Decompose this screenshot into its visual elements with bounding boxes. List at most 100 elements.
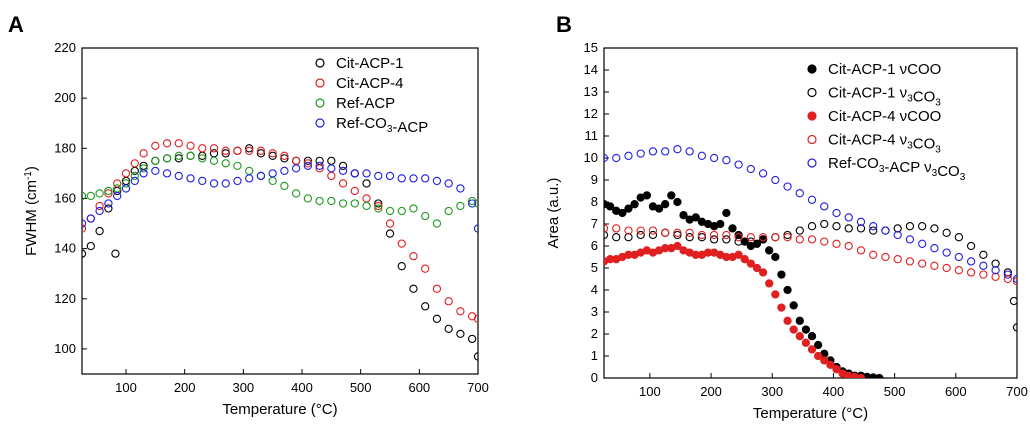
data-point: [256, 171, 266, 181]
data-point: [844, 224, 853, 233]
data-point: [350, 186, 359, 196]
data-point: [233, 146, 242, 155]
data-point: [648, 226, 658, 235]
data-point: [121, 179, 131, 188]
y-tick-label: 1: [591, 348, 598, 363]
data-point: [734, 160, 743, 169]
data-point: [1003, 274, 1012, 284]
data-point: [139, 164, 148, 173]
data-point: [174, 171, 183, 181]
data-point: [685, 228, 694, 237]
data-point: [771, 233, 780, 242]
data-point: [746, 259, 755, 268]
x-axis-title: Temperature (°C): [222, 401, 337, 418]
y-tick-label: 160: [54, 190, 76, 205]
data-point: [467, 199, 477, 208]
data-point: [95, 206, 104, 216]
data-point: [942, 248, 951, 257]
data-point: [444, 206, 453, 216]
data-point: [327, 171, 336, 181]
series-1: [82, 139, 478, 323]
data-point: [268, 169, 277, 178]
data-point: [966, 257, 976, 266]
data-point: [642, 191, 651, 200]
data-point: [856, 373, 866, 378]
data-point: [722, 235, 731, 244]
data-point: [679, 211, 688, 220]
data-point: [385, 219, 395, 228]
legend-marker: [807, 87, 817, 98]
data-point: [327, 164, 336, 173]
data-point: [758, 235, 768, 244]
y-tick-label: 220: [54, 40, 76, 55]
data-point: [432, 284, 442, 293]
data-point: [338, 199, 348, 208]
data-point: [456, 329, 465, 339]
data-point: [268, 151, 277, 160]
series-4: [604, 145, 1017, 284]
data-point: [338, 166, 348, 176]
y-tick-label: 4: [591, 282, 598, 297]
x-tick-label: 700: [1006, 384, 1028, 399]
data-point: [844, 213, 853, 222]
y-tick-label: 3: [591, 304, 598, 319]
data-point: [303, 159, 313, 168]
data-point: [432, 176, 442, 186]
legend-label: Ref-ACP: [336, 95, 395, 112]
data-point: [918, 239, 927, 248]
data-point: [783, 316, 792, 325]
data-point: [1003, 268, 1012, 277]
data-point: [807, 195, 817, 204]
data-point: [338, 161, 348, 171]
data-point: [777, 303, 786, 312]
data-point: [303, 156, 313, 165]
data-point: [456, 184, 465, 193]
data-point: [758, 233, 768, 242]
data-point: [954, 266, 964, 275]
y-tick-label: 200: [54, 90, 76, 105]
data-point: [832, 208, 841, 218]
data-point: [746, 237, 755, 246]
data-point: [86, 191, 95, 201]
x-tick-label: 600: [945, 384, 967, 399]
x-tick-label: 400: [291, 380, 313, 395]
series-0: [604, 191, 884, 378]
data-point: [1012, 274, 1017, 284]
data-point: [789, 301, 798, 310]
data-point: [362, 194, 371, 203]
data-layer: [82, 139, 478, 361]
data-point: [881, 252, 890, 262]
data-point: [113, 179, 122, 188]
data-point: [280, 154, 289, 163]
data-point: [636, 149, 645, 158]
data-point: [991, 266, 1000, 275]
y-tick-label: 10: [584, 150, 598, 165]
data-point: [991, 272, 1000, 281]
data-point: [432, 219, 442, 228]
data-point: [245, 146, 254, 155]
data-point: [421, 211, 430, 221]
x-tick-label: 500: [884, 384, 906, 399]
data-point: [432, 314, 442, 323]
data-point: [789, 325, 798, 334]
data-point: [104, 189, 113, 198]
data-point: [979, 261, 988, 270]
data-point: [630, 200, 639, 209]
data-point: [783, 230, 792, 240]
y-tick-label: 9: [591, 172, 598, 187]
data-point: [777, 270, 786, 279]
data-point: [327, 156, 336, 165]
panel-label-b: B: [556, 12, 572, 37]
legend-marker: [315, 58, 325, 68]
data-point: [291, 189, 301, 198]
data-point: [209, 156, 219, 165]
data-point: [1012, 277, 1017, 286]
y-tick-label: 2: [591, 326, 598, 341]
data-point: [709, 153, 719, 163]
data-point: [893, 224, 902, 233]
data-point: [121, 184, 131, 193]
legend-label: Cit-ACP-1: [336, 55, 404, 72]
data-point: [691, 213, 700, 222]
data-point: [95, 201, 104, 211]
